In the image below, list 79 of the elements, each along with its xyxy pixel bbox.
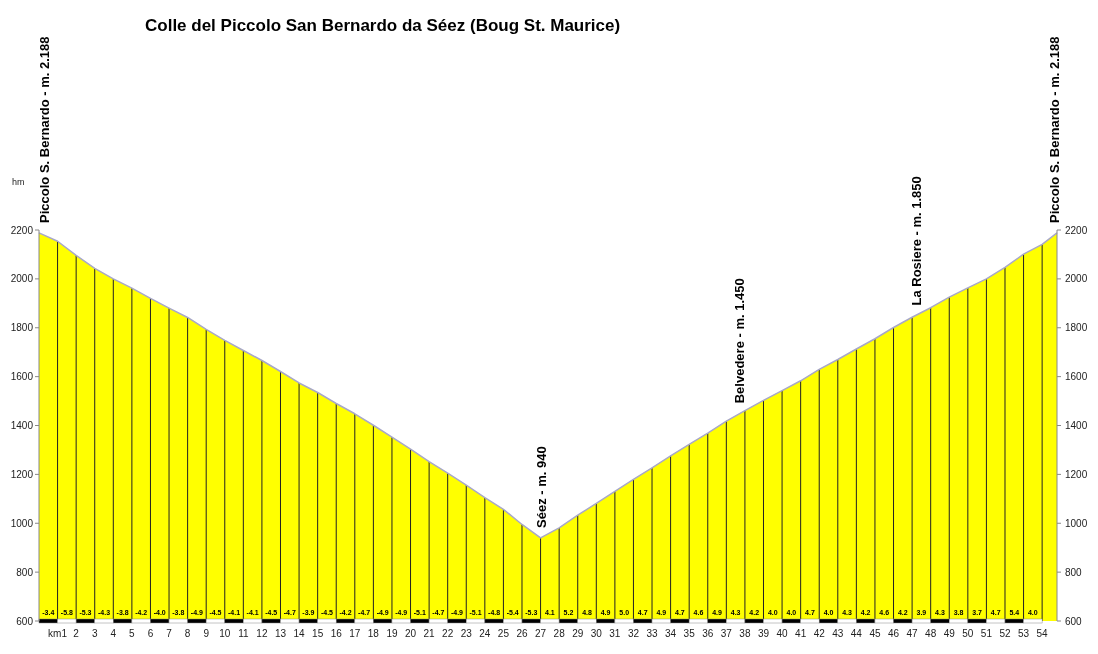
x-tick-label: 46 (887, 628, 900, 639)
x-tick-label: 31 (609, 628, 621, 639)
x-tick-label: 21 (423, 628, 436, 639)
x-tick-label: 25 (497, 628, 510, 639)
x-tick-label: 15 (312, 628, 324, 639)
x-tick-label: 51 (980, 628, 993, 639)
x-tick-label: 40 (776, 628, 789, 639)
x-tick-label: 8 (184, 628, 191, 639)
x-tick-label: 35 (683, 628, 696, 639)
x-tick-label: 41 (795, 628, 807, 639)
x-tick-label: 36 (702, 628, 714, 639)
x-tick-label: 52 (999, 628, 1011, 639)
y2-tick-label: 1200 (1065, 468, 1088, 480)
x-tick-label: 50 (962, 628, 974, 639)
x-tick-label: 18 (367, 628, 380, 639)
x-tick-label: 17 (349, 628, 361, 639)
x-tick-label: km1 (48, 628, 68, 639)
x-tick-label: 30 (590, 628, 603, 639)
y-tick-label: 1600 (10, 371, 34, 383)
y2-tick-label: 600 (1065, 615, 1083, 627)
x-tick-label: 7 (166, 628, 173, 639)
x-tick-label: 19 (386, 628, 398, 639)
x-tick-label: 32 (627, 628, 640, 639)
x-tick-label: 5 (129, 628, 136, 639)
annotation: Belvedere - m. 1.450 (732, 278, 748, 404)
x-tick-label: 34 (665, 628, 677, 639)
x-tick-label: 38 (739, 628, 751, 639)
x-tick-label: 39 (757, 628, 770, 639)
x-tick-label: 42 (813, 628, 826, 639)
chart-title: Colle del Piccolo San Bernardo da Séez (Boug St. Maurice) (145, 16, 621, 35)
x-tick-label: 48 (925, 628, 937, 639)
annotation: Séez - m. 940 (533, 446, 549, 528)
x-tick-label: 6 (147, 628, 154, 639)
x-tick-label: 23 (460, 628, 473, 639)
x-tick-label: 33 (646, 628, 659, 639)
y-tick-label: 1000 (10, 517, 34, 529)
x-tick-label: 54 (1036, 628, 1049, 639)
annotation: La Rosiere - m. 1.850 (908, 176, 924, 306)
annotation: Piccolo S. Bernardo - m. 2.188 (37, 36, 52, 223)
x-tick-label: 44 (850, 628, 863, 639)
x-tick-label: 14 (293, 628, 306, 639)
x-tick-label: 43 (832, 628, 844, 639)
y2-tick-label: 1400 (1065, 420, 1088, 431)
y-tick-label: 2000 (10, 273, 34, 285)
x-tick-label: 49 (943, 628, 956, 639)
y2-tick-label: 2000 (1065, 273, 1088, 285)
x-tick-label: 13 (274, 628, 287, 639)
x-tick-label: 4 (110, 628, 117, 639)
x-tick-label: 28 (553, 628, 566, 639)
y-tick-label: 2200 (10, 224, 34, 236)
x-tick-label: 29 (572, 628, 584, 639)
x-tick-label: 2 (73, 628, 80, 639)
y2-tick-label: 1000 (1065, 517, 1088, 529)
x-tick-label: 37 (720, 628, 733, 639)
y-tick-label: 600 (16, 615, 34, 627)
y2-tick-label: 800 (1065, 566, 1083, 578)
y-tick-label: 800 (16, 566, 34, 578)
x-tick-label: 47 (906, 628, 919, 639)
x-tick-label: 12 (256, 628, 268, 639)
x-tick-label: 26 (516, 628, 528, 639)
x-tick-label: 10 (219, 628, 231, 639)
x-tick-label: 16 (330, 628, 343, 639)
annotation: Piccolo S. Bernardo - m. 2.188 (1047, 36, 1062, 223)
x-tick-label: 22 (442, 628, 454, 639)
x-tick-label: 45 (869, 628, 881, 639)
x-tick-label: 20 (404, 628, 417, 639)
y-axis-title: hm (12, 177, 25, 187)
y2-tick-label: 2200 (1065, 224, 1088, 236)
x-tick-label: 53 (1018, 628, 1030, 639)
y2-tick-label: 1800 (1065, 322, 1088, 334)
x-tick-label: 24 (479, 628, 491, 639)
x-tick-label: 9 (203, 628, 210, 639)
y-tick-label: 1800 (10, 322, 34, 334)
y-tick-label: 1400 (10, 420, 34, 431)
x-tick-label: 11 (238, 628, 249, 639)
x-tick-label: 27 (535, 628, 547, 639)
y-tick-label: 1200 (10, 468, 34, 480)
x-tick-label: 3 (91, 628, 98, 639)
y2-tick-label: 1600 (1065, 371, 1088, 383)
